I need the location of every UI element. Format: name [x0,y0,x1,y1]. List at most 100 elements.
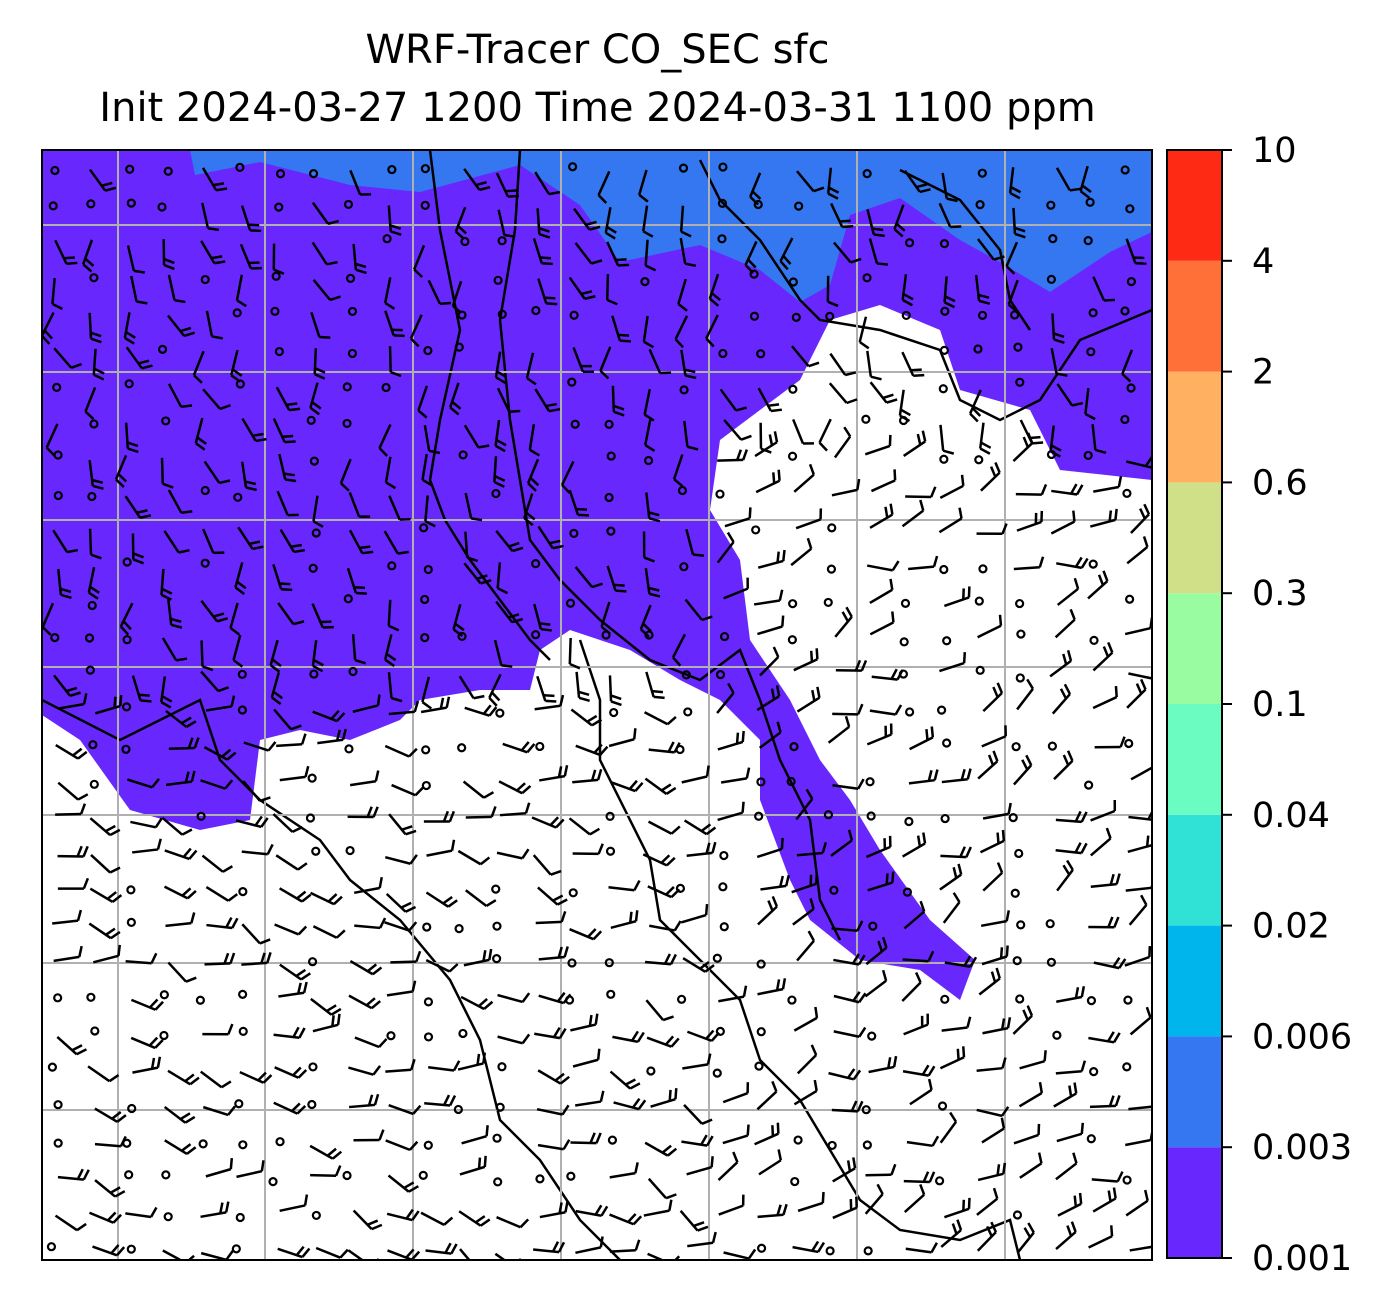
calm-wind-marker [905,707,915,717]
wind-barb [526,458,540,492]
wind-barb [722,1124,750,1145]
calm-wind-marker [238,887,248,897]
calm-wind-marker [1123,995,1133,1005]
wind-barb [167,598,183,629]
calm-wind-marker [717,234,727,244]
calm-wind-marker [754,811,764,821]
calm-wind-marker [715,489,725,499]
colorbar-segment [1167,814,1222,926]
wind-barb [1015,483,1048,496]
wind-barb [165,709,197,729]
wind-barb [866,560,900,572]
calm-wind-marker [89,419,99,429]
wind-barb [383,277,396,310]
wind-barb [349,770,380,787]
wind-barb [167,1069,200,1086]
wind-barb [832,1196,858,1220]
wind-barb [457,849,491,866]
wind-barb [417,385,429,419]
wind-barb [241,923,271,945]
wind-barb [1016,1222,1035,1254]
calm-wind-marker [535,741,545,752]
wind-barb [270,672,284,706]
wind-barb [1012,432,1034,462]
wind-barb [938,507,963,534]
calm-wind-marker [345,845,355,856]
wind-barb [348,1065,382,1076]
calm-wind-marker [535,1174,545,1184]
calm-wind-marker [787,451,798,461]
wind-barb [609,1239,641,1253]
wind-barb [644,567,661,598]
colorbar-tick-label: 10 [1252,131,1297,171]
wind-barb [940,846,972,859]
wind-barb [1092,1187,1117,1213]
calm-wind-marker [200,485,210,496]
calm-wind-marker [975,665,985,675]
wind-barb [388,346,402,378]
calm-wind-marker [794,201,804,211]
wind-barb [1057,1192,1083,1217]
wind-barb [452,604,465,637]
wind-barb [981,725,1007,748]
wind-barb [425,959,459,973]
wind-barb [568,637,581,670]
wind-barb [312,495,324,528]
calm-wind-marker [939,564,949,575]
wind-barb [347,806,379,819]
calm-wind-marker [1126,383,1136,393]
calm-wind-marker [497,236,507,246]
wind-barb [833,1026,867,1038]
calm-wind-marker [46,1242,57,1252]
calm-wind-marker [718,162,728,172]
wind-barb [682,1053,712,1070]
wind-barb [428,1060,461,1072]
calm-wind-marker [827,523,837,533]
wind-barb [352,694,381,713]
wind-barb [531,816,565,829]
wind-barb [539,765,569,782]
wind-barb [643,711,677,726]
calm-wind-marker [387,561,397,571]
calm-wind-marker [50,633,60,643]
wind-barb [722,1082,750,1104]
wind-barb [575,671,590,702]
calm-wind-marker [344,744,354,754]
calm-wind-marker [161,416,171,426]
wind-barb [387,599,400,632]
calm-wind-marker [568,162,578,172]
wind-barb [89,887,123,903]
wind-barb [243,741,277,752]
calm-wind-marker [238,989,248,999]
wind-barb [494,351,507,384]
wind-barb [939,652,967,673]
wind-barb [792,1240,826,1254]
wind-barb [165,770,196,787]
wind-barb [384,456,397,490]
calm-wind-marker [715,670,726,680]
wind-barb [200,640,214,672]
wind-barb [705,314,719,348]
wind-barb [1084,388,1096,421]
wind-barb [202,1105,236,1117]
wind-barb [968,389,982,423]
wind-barb [206,917,239,930]
wind-barb [278,981,308,998]
wind-barb [272,243,285,275]
calm-wind-marker [311,1210,321,1221]
calm-wind-marker [566,1171,576,1181]
calm-wind-marker [719,850,729,861]
calm-wind-marker [275,1137,285,1147]
wind-barb [977,614,1003,639]
wind-barb [311,241,338,266]
calm-wind-marker [900,598,911,608]
calm-wind-marker [233,492,243,502]
wind-barb [1012,207,1026,239]
calm-wind-marker [453,1104,463,1115]
calm-wind-marker [1083,236,1093,246]
wind-barb [756,685,781,712]
calm-wind-marker [87,491,97,502]
calm-wind-marker [678,163,689,173]
wind-barb [868,238,889,266]
wind-barb [463,168,491,192]
